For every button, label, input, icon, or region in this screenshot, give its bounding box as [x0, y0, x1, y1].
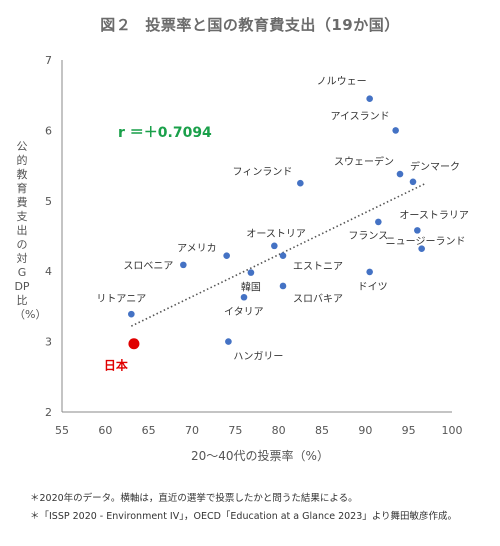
point-label: オーストリア — [246, 228, 305, 240]
y-tick-label: 3 — [45, 336, 52, 349]
page-title: 図２ 投票率と国の教育費支出（19か国） — [0, 14, 500, 35]
x-tick-label: 80 — [272, 424, 286, 437]
data-point — [223, 252, 230, 260]
point-label: エストニア — [293, 262, 343, 273]
data-point — [247, 269, 255, 276]
data-point — [414, 227, 421, 234]
y-tick-label: 2 — [45, 406, 52, 419]
data-point — [297, 179, 304, 187]
data-point — [271, 242, 278, 250]
point-label: スウェーデン — [334, 155, 394, 168]
footnote: ＊「ISSP 2020 - Environment IV」，OECD「Educa… — [30, 511, 458, 522]
point-label: フィンランド — [233, 166, 293, 178]
figure-number: 図２ — [100, 16, 132, 34]
x-tick-label: 60 — [98, 424, 112, 437]
data-point — [396, 170, 404, 178]
point-label: スロバキア — [293, 293, 343, 305]
x-tick-label: 55 — [55, 424, 69, 437]
data-point — [366, 95, 373, 103]
data-point — [392, 127, 399, 134]
point-label: ハンガリー — [233, 351, 283, 363]
data-point — [409, 178, 417, 186]
data-point — [375, 218, 382, 226]
point-label: 韓国 — [241, 282, 261, 294]
data-point — [366, 268, 373, 276]
point-label: イタリア — [224, 306, 264, 318]
point-label: ニュージーランド — [386, 236, 466, 248]
point-label: オーストラリア — [399, 209, 469, 221]
point-label: 日本 — [104, 358, 128, 373]
footnote: ＊2020年のデータ。横軸は，直近の選挙で投票したかと問うた結果による。 — [30, 493, 358, 504]
data-point — [240, 293, 248, 301]
data-point — [128, 310, 135, 318]
x-tick-label: 75 — [228, 424, 242, 437]
data-point — [418, 245, 425, 252]
x-tick-label: 70 — [185, 424, 199, 437]
point-label: アメリカ — [177, 243, 217, 255]
trendline — [130, 182, 427, 327]
x-tick-label: 100 — [442, 424, 463, 437]
point-label: スロベニア — [123, 260, 173, 272]
y-tick-label: 5 — [45, 195, 52, 208]
data-point — [180, 261, 187, 269]
x-axis-label: 20〜40代の投票率（%） — [191, 449, 329, 463]
x-tick-label: 90 — [358, 424, 372, 437]
point-label: ドイツ — [358, 282, 388, 293]
y-tick-label: 6 — [45, 124, 52, 137]
point-label: ノルウェー — [317, 76, 367, 88]
scatter-chart: 55 60 65 70 75 80 85 90 95 100 2 3 4 5 6 7 r ＝＋0.7094 ノルウ… — [45, 54, 469, 437]
point-label: アイスランド — [330, 110, 389, 122]
point-label: リトアニア — [96, 294, 146, 305]
x-tick-label: 95 — [402, 424, 416, 437]
data-point — [279, 252, 287, 260]
data-point — [225, 338, 232, 345]
point-label: フランス — [348, 230, 388, 242]
y-tick-label: 7 — [45, 54, 52, 67]
x-tick-label: 65 — [142, 424, 156, 437]
point-label: デンマーク — [410, 160, 460, 173]
correlation-annotation: r ＝＋0.7094 — [118, 125, 212, 141]
data-point — [128, 338, 140, 350]
x-tick-label: 85 — [315, 424, 329, 437]
y-tick-label: 4 — [45, 265, 52, 278]
figure-title: 投票率と国の教育費支出（19か国） — [145, 16, 400, 34]
data-point — [279, 282, 287, 290]
footnotes: ＊2020年のデータ。横軸は，直近の選挙で投票したかと問うた結果による。 ＊「I… — [30, 490, 490, 526]
